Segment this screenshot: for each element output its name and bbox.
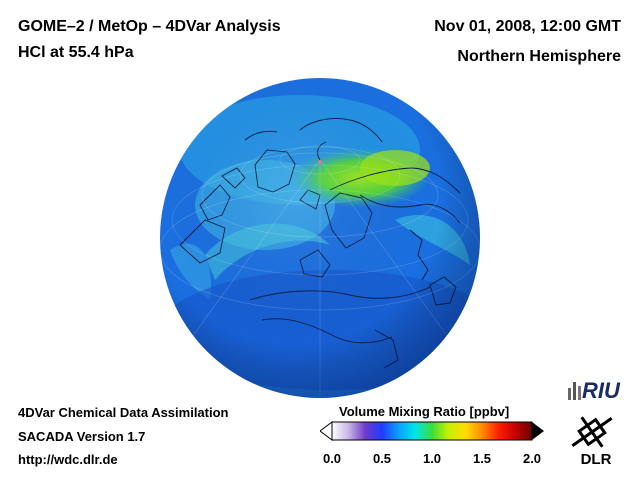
globe-map bbox=[160, 78, 480, 398]
footer-line-1: 4DVar Chemical Data Assimilation bbox=[18, 405, 229, 420]
region-label: Northern Hemisphere bbox=[457, 48, 621, 65]
colorbar bbox=[320, 421, 544, 441]
riu-logo-text: RIU bbox=[582, 378, 621, 403]
north-pole-marker bbox=[318, 160, 322, 164]
colorbar-tick-label: 1.5 bbox=[472, 451, 492, 466]
colorbar-scale bbox=[331, 421, 533, 441]
footer-url: http://wdc.dlr.de bbox=[18, 452, 118, 467]
colorbar-tick-label: 1.0 bbox=[422, 451, 442, 466]
globe-shading bbox=[160, 78, 480, 398]
species-label: HCl at 55.4 hPa bbox=[18, 44, 134, 61]
dlr-logo-text: DLR bbox=[581, 451, 612, 468]
colorbar-tick-label: 2.0 bbox=[522, 451, 542, 466]
riu-logo: RIU bbox=[568, 378, 621, 403]
footer-line-2: SACADA Version 1.7 bbox=[18, 429, 146, 444]
colorbar-min-arrow bbox=[320, 421, 333, 441]
map-title: GOME–2 / MetOp – 4DVar Analysis bbox=[18, 18, 281, 35]
dlr-logo: DLR bbox=[571, 416, 613, 468]
colorbar-tick-label: 0.0 bbox=[322, 451, 342, 466]
colorbar-max-arrow bbox=[532, 422, 544, 440]
colorbar-tick-label: 0.5 bbox=[372, 451, 392, 466]
colorbar-title: Volume Mixing Ratio [ppbv] bbox=[339, 404, 510, 419]
datetime-label: Nov 01, 2008, 12:00 GMT bbox=[434, 18, 621, 35]
